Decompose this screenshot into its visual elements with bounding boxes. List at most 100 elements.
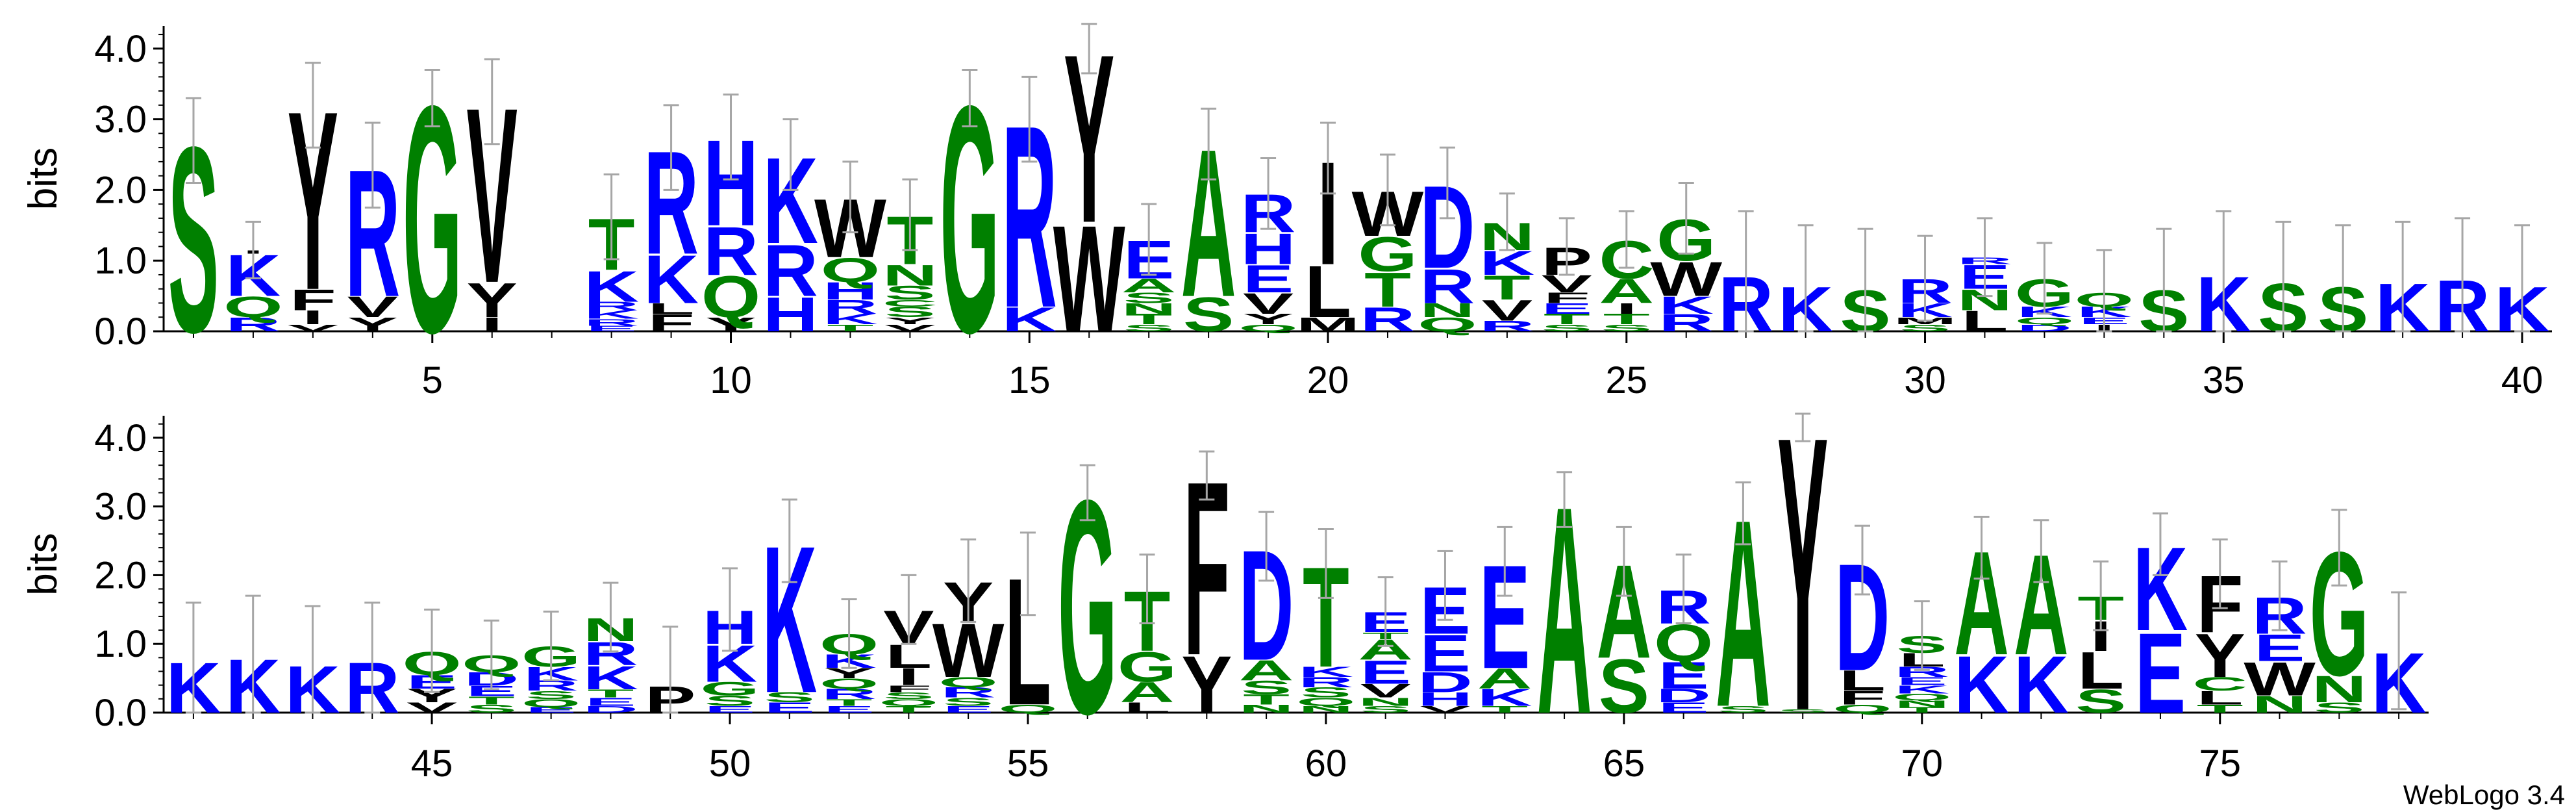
logo-letter-S: S [1183,287,1234,342]
y-axis-label: bits [21,533,66,595]
logo-letter-Y: Y [347,314,398,336]
logo-letter-S: S [1777,708,1828,713]
logo-letter-G: G [1118,643,1177,691]
logo-letter-K: K [1299,664,1354,680]
logo-letter-S: S [1718,704,1768,715]
logo-letter-T: T [1484,269,1531,307]
logo-letter-L: L [1962,305,2008,338]
logo-letter-S: S [1542,322,1592,333]
logo-letter-Q: Q [1238,322,1297,333]
logo-letter-Q: Q [1832,702,1892,715]
logo-letter-S: S [466,702,517,715]
logo-letter-K: K [1658,292,1714,319]
logo-letter-K: K [644,241,699,318]
logo-letter-H: H [823,277,878,305]
logo-letter-V: V [347,290,398,324]
logo-letter-S: S [884,282,935,304]
logo-letter-H: H [763,287,818,342]
logo-letter-E: E [1243,257,1294,301]
y-tick-label: 2.0 [94,169,147,211]
logo-letter-R: R [763,230,818,312]
logo-letter-E: E [764,700,815,716]
logo-letter-Q: Q [701,264,760,330]
logo-letter-E: E [526,705,577,714]
logo-letter-G: G [700,678,759,700]
logo-letter-K: K [584,262,639,311]
logo-letter-A: A [1121,275,1177,297]
logo-letter-I: I [481,314,503,336]
x-tick-label: 20 [1307,359,1349,401]
logo-letter-K: K [583,659,638,696]
logo-letter-C: C [882,298,938,309]
logo-letter-E: E [1360,654,1411,691]
x-tick-label: 10 [710,359,752,401]
logo-letter-E: E [2254,626,2305,669]
logo-letter-E: E [943,704,994,715]
x-tick-label: 5 [422,359,443,401]
logo-letter-Q: Q [821,251,880,290]
logo-letter-V: V [1243,287,1294,320]
logo-letter-T: T [1544,311,1590,327]
logo-letter-D: D [583,704,638,715]
logo-letter-R: R [941,685,996,701]
x-tick-label: 60 [1305,742,1347,785]
logo-letter-T: T [1243,691,1290,707]
logo-letter-N: N [2312,668,2367,711]
logo-letter-R: R [821,686,877,702]
logo-letter-Q: Q [1296,695,1355,708]
logo-letter-E: E [1419,624,1470,683]
logo-letter-S: S [526,689,577,702]
logo-letter-Y: Y [467,273,518,327]
x-tick-label: 25 [1606,359,1648,401]
logo-letter-N: N [1420,299,1475,322]
logo-letter-S: S [884,304,935,320]
logo-letter-T: T [1364,262,1411,317]
x-tick-label: 70 [1901,742,1944,785]
logo-letter-V: V [1419,704,1471,715]
logo-letter-R: R [1360,301,1416,339]
logo-letter-F: F [1839,687,1886,709]
logo-letter-S: S [1360,704,1411,715]
logo-letter-N: N [1121,300,1177,316]
logo-letter-I: I [303,307,324,329]
y-tick-label: 3.0 [94,486,147,528]
x-tick-label: 35 [2203,359,2245,401]
y-tick-label: 4.0 [94,417,147,459]
logo-letter-Y: Y [884,315,935,326]
logo-letter-E: E [1542,300,1592,316]
logo-letter-N: N [1299,704,1354,715]
logo-letter-K: K [1477,684,1532,711]
logo-letter-T: T [468,694,515,707]
logo-letter-Q: Q [521,697,581,710]
logo-letter-H: H [1418,689,1473,710]
logo-letter-T: T [588,687,634,700]
logo-letter-Q: Q [998,702,1057,715]
logo-letter-L: L [1305,251,1351,333]
logo-letter-A: A [1239,654,1294,686]
logo-letter-T: T [1125,311,1172,327]
logo-letter-E: E [586,324,636,333]
logo-letter-F: F [886,683,932,694]
logo-letter-T: T [2197,702,2244,715]
logo-letter-R: R [584,299,639,312]
logo-letter-I: I [1616,300,1637,316]
logo-letter-D: D [1418,666,1473,698]
logo-letter-Q: Q [939,674,998,691]
weblogo-version-footer: WebLogo 3.4 [2403,780,2565,810]
logo-letter-R: R [1658,309,1714,336]
x-tick-label: 30 [1904,359,1946,401]
logo-letter-W: W [2244,652,2316,706]
logo-letter-Q: Q [879,697,938,708]
logo-letter-V: V [1360,681,1411,702]
logo-letter-S: S [1123,322,1174,333]
logo-letter-R: R [1479,318,1534,334]
logo-letter-S: S [1241,677,1292,698]
logo-letter-C: C [2192,674,2247,695]
logo-letter-Q: Q [1892,692,1951,703]
logo-letter-W: W [1650,252,1723,307]
logo-letter-H: H [1241,225,1296,274]
logo-letter-G: G [1358,227,1417,281]
logo-letter-S: S [705,693,755,709]
logo-letter-F: F [648,309,695,336]
